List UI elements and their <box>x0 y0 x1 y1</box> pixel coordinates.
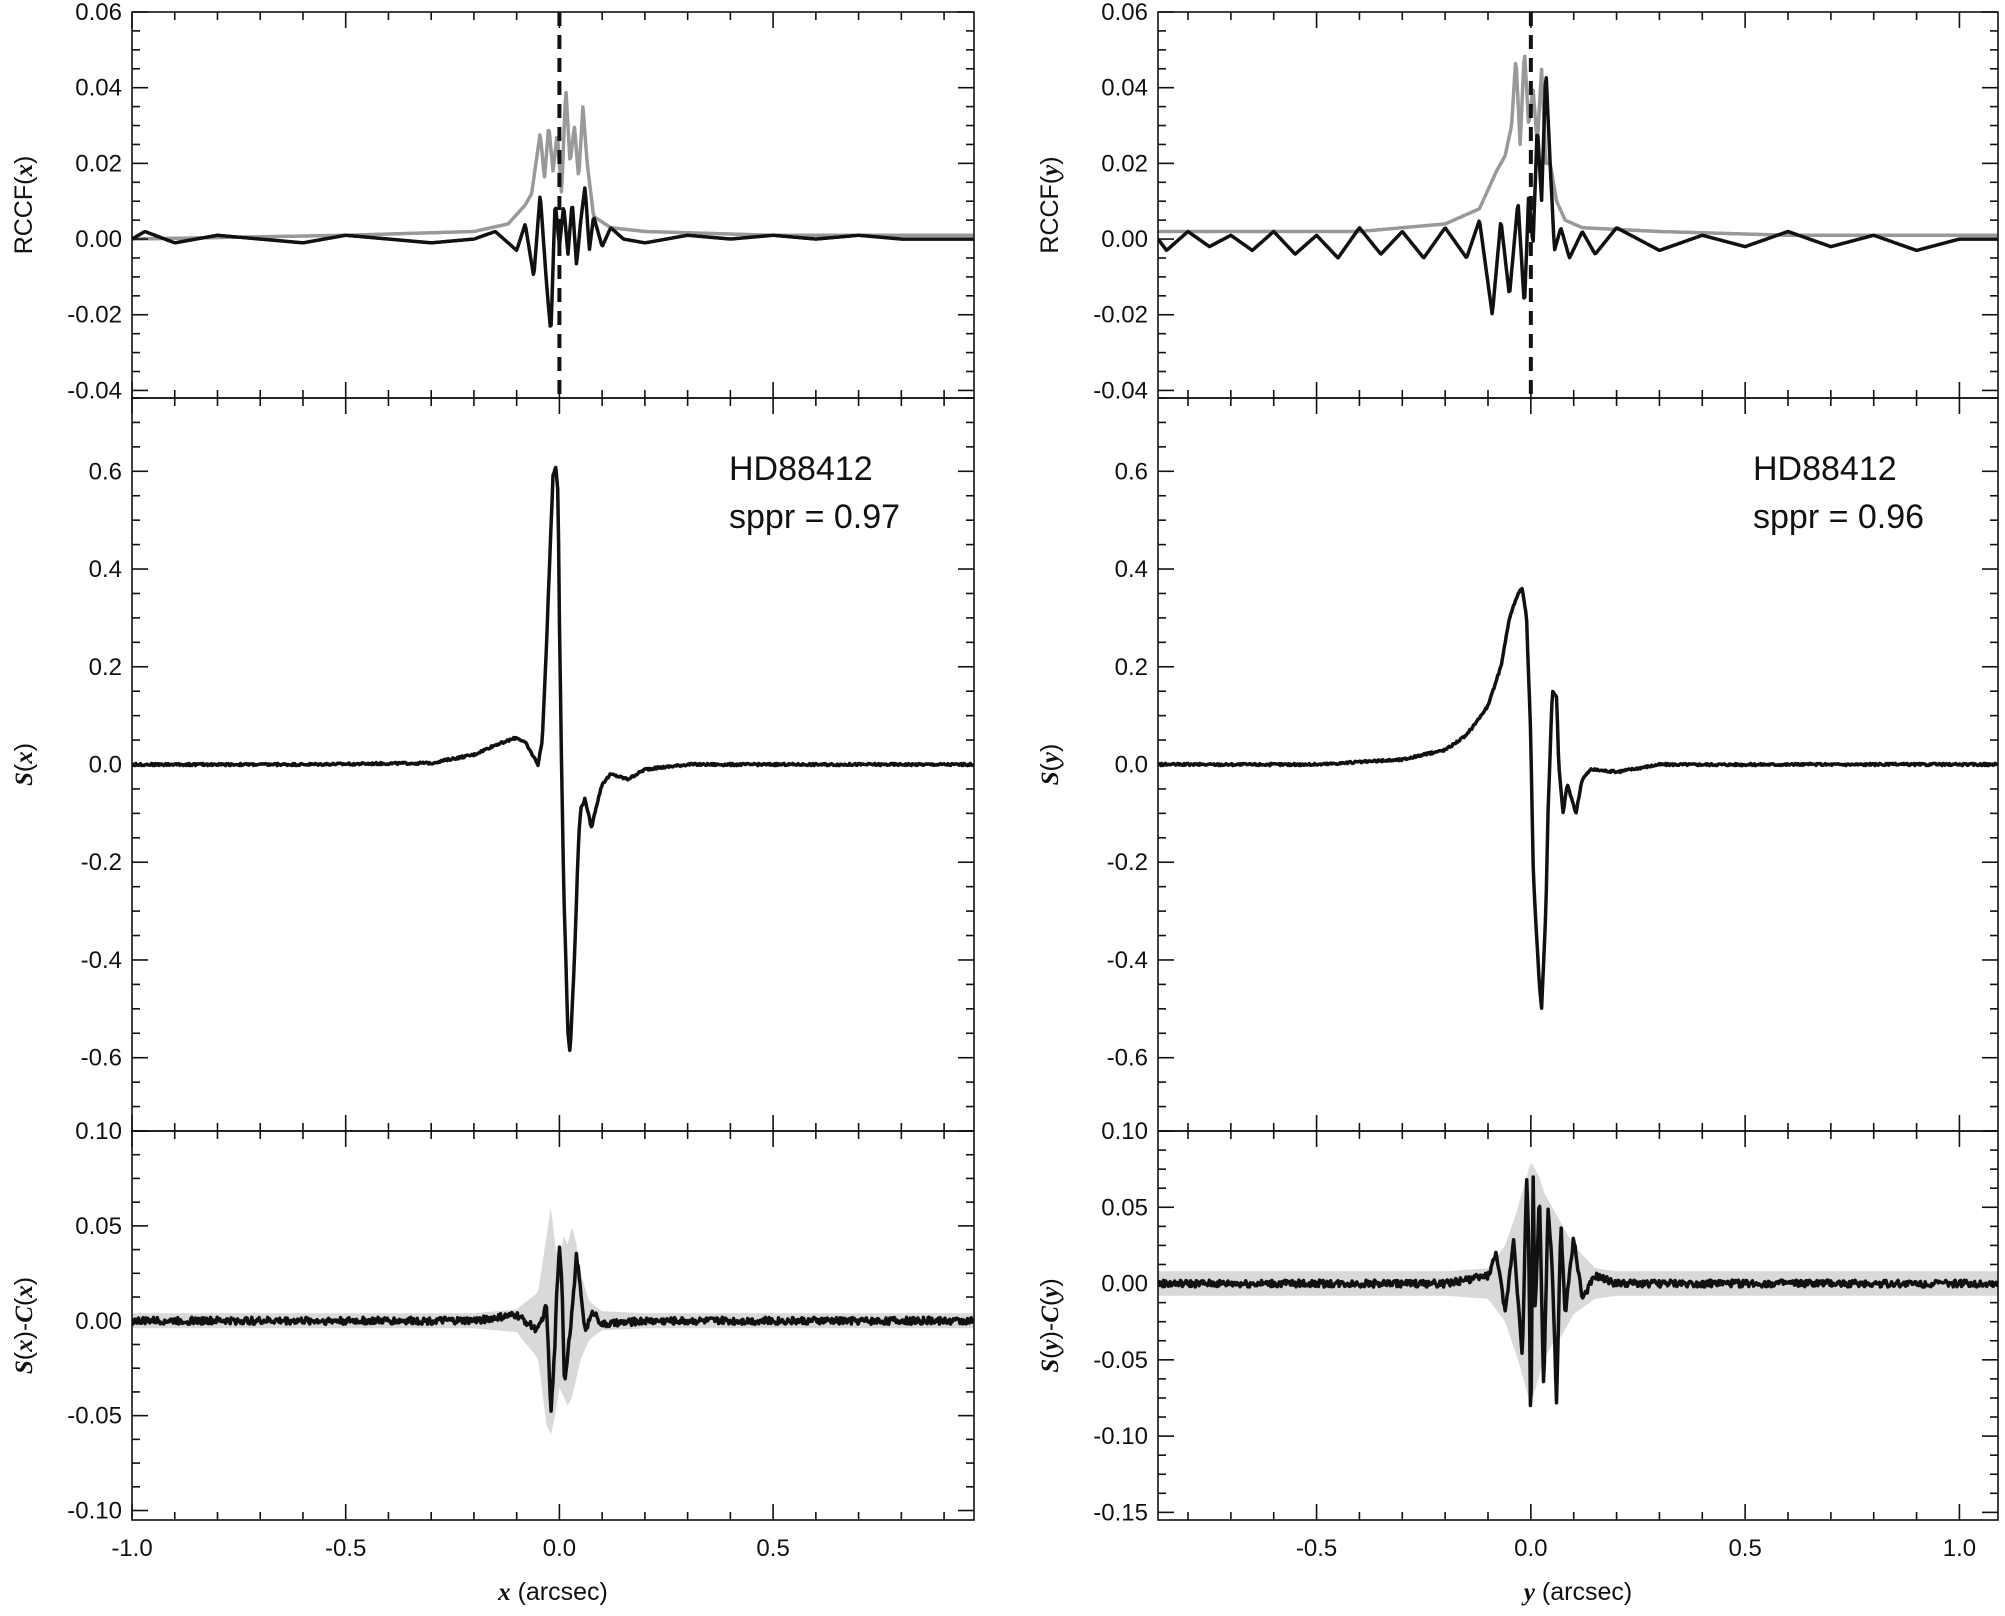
plot-area <box>1158 586 1998 1010</box>
y-axis-title: S(x)-C(x) <box>10 1277 38 1374</box>
y-tick-label: 0.06 <box>1101 0 1148 26</box>
y-tick-label: 0.06 <box>75 0 122 26</box>
x-tick-label: 0.5 <box>1728 1535 1761 1562</box>
plot-area <box>1158 12 1998 398</box>
y-tick-label: -0.2 <box>1107 849 1148 876</box>
y-tick-label: -0.02 <box>1093 302 1148 329</box>
x-axis-title: y (arcsec) <box>1521 1578 1632 1606</box>
y-tick-label: 0.00 <box>75 226 122 253</box>
y-tick-label: 0.02 <box>75 150 122 177</box>
y-tick-label: 0.05 <box>75 1213 122 1240</box>
annotation-star-name: HD88412 <box>729 450 873 488</box>
y-tick-label: 0.6 <box>89 458 122 485</box>
plot-area <box>132 465 974 1053</box>
y-tick-label: 0.4 <box>89 556 122 583</box>
y-tick-label: -0.04 <box>67 377 122 404</box>
y-tick-label: -0.02 <box>67 302 122 329</box>
annotation-sppr: sppr = 0.96 <box>1753 498 1924 536</box>
error-band <box>132 1207 974 1435</box>
y-tick-label: 0.00 <box>1101 226 1148 253</box>
series-line-1 <box>1158 586 1998 1010</box>
y-tick-label: 0.00 <box>75 1308 122 1335</box>
y-tick-label: 0.0 <box>89 752 122 779</box>
series-line-1 <box>1158 1175 1998 1408</box>
plot-area <box>132 1207 974 1435</box>
panel-y-rccf: 0.06 0.04 0.02 0.00 -0.02 -0.04 RCCF(y) <box>1036 0 1999 404</box>
panel-frame <box>131 11 975 399</box>
error-band <box>1158 1163 1998 1403</box>
y-axis-title: RCCF(y) <box>1036 156 1064 253</box>
y-tick-label: -0.04 <box>1093 377 1148 404</box>
y-tick-label: -0.10 <box>67 1498 122 1525</box>
y-tick-label: -0.05 <box>67 1403 122 1430</box>
x-tick-label: 0.5 <box>756 1535 789 1562</box>
x-tick-label: 1.0 <box>1943 1535 1976 1562</box>
y-tick-label: 0.10 <box>1101 1118 1148 1145</box>
y-tick-label: 0.10 <box>75 1118 122 1145</box>
panel-frame <box>1157 11 1999 399</box>
y-axis-title: S(x) <box>10 743 38 786</box>
panel-x-signal: 0.6 0.4 0.2 0.0 -0.2 -0.4 -0.6 S(x) HD88412 sppr … <box>10 397 975 1132</box>
y-tick-label: -0.6 <box>1107 1045 1148 1072</box>
series-line-1 <box>132 90 974 241</box>
x-axis-title: x (arcsec) <box>497 1578 608 1606</box>
y-tick-label: -0.4 <box>81 947 122 974</box>
y-tick-label: -0.15 <box>1093 1499 1148 1526</box>
panel-y-residual: 0.10 0.05 0.00 -0.05 -0.10 -0.15 -0.5 0.0 0.5 1.0… <box>1036 1118 1999 1606</box>
series-line-2 <box>132 186 974 328</box>
y-tick-label: -0.6 <box>81 1045 122 1072</box>
plot-area <box>1158 1163 1998 1408</box>
y-axis-title: RCCF(x) <box>10 156 38 255</box>
x-tick-label: 0.0 <box>543 1535 576 1562</box>
y-tick-label: 0.05 <box>1101 1194 1148 1221</box>
y-axis-title: S(y)-C(y) <box>1036 1278 1064 1372</box>
y-tick-label: 0.00 <box>1101 1271 1148 1298</box>
plot-area <box>132 12 974 398</box>
y-tick-label: 0.6 <box>1115 458 1148 485</box>
y-tick-label: 0.02 <box>1101 150 1148 177</box>
panel-frame <box>1157 1130 1999 1521</box>
panel-x-rccf: 0.06 0.04 0.02 0.00 -0.02 -0.04 RCCF(x) <box>10 0 975 404</box>
annotation-sppr: sppr = 0.97 <box>729 498 900 536</box>
y-tick-label: -0.2 <box>81 849 122 876</box>
y-tick-label: 0.4 <box>1115 556 1148 583</box>
x-tick-label: -0.5 <box>1296 1535 1337 1562</box>
y-tick-label: 0.04 <box>1101 75 1148 102</box>
panel-y-signal: 0.6 0.4 0.2 0.0 -0.2 -0.4 -0.6 S(y) HD88412 sppr … <box>1036 397 1999 1132</box>
x-tick-label: 0.0 <box>1514 1535 1547 1562</box>
series-line-1 <box>132 1245 974 1413</box>
y-tick-label: -0.10 <box>1093 1423 1148 1450</box>
y-tick-label: -0.4 <box>1107 947 1148 974</box>
annotation-star-name: HD88412 <box>1753 450 1897 488</box>
x-tick-label: -1.0 <box>111 1535 152 1562</box>
y-tick-label: 0.04 <box>75 75 122 102</box>
series-line-1 <box>132 465 974 1053</box>
panel-frame <box>131 1130 975 1521</box>
series-line-1 <box>1158 54 1998 238</box>
y-tick-label: 0.2 <box>1115 654 1148 681</box>
y-tick-label: -0.05 <box>1093 1347 1148 1374</box>
series-line-2 <box>1158 76 1998 316</box>
y-axis-title: S(y) <box>1036 744 1064 786</box>
y-tick-label: 0.0 <box>1115 752 1148 779</box>
x-tick-label: -0.5 <box>325 1535 366 1562</box>
y-tick-label: 0.2 <box>89 654 122 681</box>
panel-x-residual: 0.10 0.05 0.00 -0.05 -0.10 -1.0 -0.5 0.0 0.5 S(x)… <box>10 1118 975 1606</box>
